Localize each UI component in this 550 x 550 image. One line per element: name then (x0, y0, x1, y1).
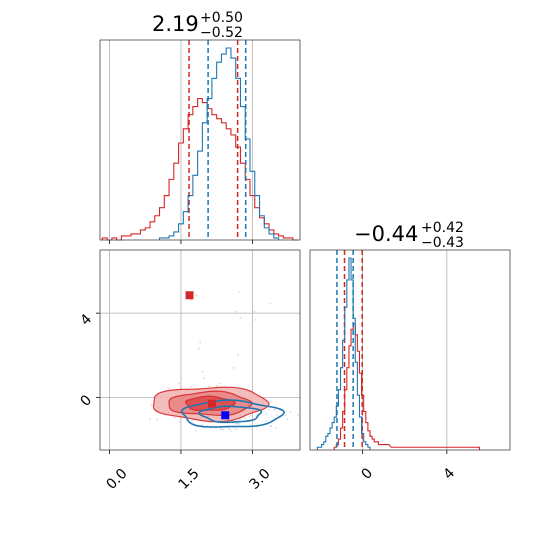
sample-point (269, 302, 272, 305)
sample-point (235, 428, 237, 431)
sample-point (174, 416, 176, 419)
sample-point (185, 419, 188, 422)
sample-point (284, 414, 287, 417)
y-tick-label: 4 (78, 311, 96, 329)
sample-point (237, 422, 240, 425)
sample-point (238, 291, 241, 294)
histogram-series (333, 323, 481, 450)
title-param2: −0.44 +0.42 −0.43 (354, 220, 464, 251)
sample-point (201, 370, 204, 373)
sample-point (208, 385, 211, 388)
sample-point (265, 420, 267, 422)
sample-point (194, 429, 197, 432)
sample-point (254, 318, 257, 321)
sample-point (276, 414, 279, 417)
x-tick-label: 1.5 (176, 466, 203, 493)
sample-point (189, 385, 192, 388)
title-param1-median: 2.19 (152, 12, 199, 36)
sample-point (239, 316, 242, 319)
sample-point (253, 310, 256, 313)
sample-point (168, 387, 171, 390)
x-tick-label: 3.0 (247, 466, 274, 493)
blue-contour (180, 399, 286, 428)
sample-point (156, 418, 159, 421)
sample-point (229, 429, 232, 432)
sample-point (178, 382, 181, 385)
title-param1: 2.19 +0.50 −0.52 (152, 10, 243, 41)
x-tick-label: 0.0 (104, 466, 131, 493)
title-param1-minus: −0.52 (200, 25, 243, 41)
sample-point (239, 418, 242, 421)
sample-point (149, 418, 151, 421)
sample-point (199, 341, 202, 344)
blue-contour (197, 405, 263, 424)
title-param2-median: −0.44 (354, 222, 418, 246)
title-param1-plus: +0.50 (200, 10, 243, 26)
sample-point (268, 408, 270, 411)
sample-point (244, 416, 247, 419)
truth-marker (207, 399, 216, 408)
histogram-series (158, 47, 280, 240)
histogram-panel-param2 (309, 249, 511, 454)
y-tick-label: 0 (78, 392, 96, 410)
sample-point (289, 411, 292, 413)
title-param2-plus: +0.42 (421, 220, 464, 236)
sample-point (296, 413, 299, 416)
sample-point (150, 403, 153, 406)
sample-point (218, 382, 221, 385)
sample-point (274, 427, 277, 430)
sample-point (198, 347, 200, 350)
axes-frame (99, 39, 301, 241)
sample-point (235, 310, 237, 313)
x-tick-label: 4 (441, 465, 459, 483)
sample-point (228, 427, 231, 430)
truth-marker (221, 411, 230, 420)
sample-point (195, 294, 198, 297)
sample-point (265, 412, 267, 415)
sample-point (222, 428, 225, 431)
sample-point (286, 418, 289, 420)
histogram-series (316, 257, 371, 450)
histogram-panel-param1 (99, 39, 301, 244)
scatter-contour-panel (96, 249, 301, 454)
title-param2-minus: −0.43 (421, 235, 464, 251)
sample-point (248, 416, 251, 419)
x-tick-label: 0 (359, 465, 377, 483)
sample-point (273, 408, 276, 411)
sample-point (232, 367, 235, 369)
sample-point (201, 424, 203, 426)
sample-point (190, 298, 193, 301)
sample-point (202, 377, 205, 380)
sample-point (270, 425, 273, 427)
axes-frame (99, 249, 301, 451)
sample-point (178, 421, 181, 424)
sample-point (215, 384, 218, 387)
truth-marker (185, 291, 194, 300)
axes-frame (309, 249, 511, 451)
sample-point (235, 422, 238, 425)
sample-point (237, 353, 240, 356)
sample-point (238, 423, 241, 425)
histogram-series (101, 97, 298, 241)
sample-point (219, 427, 222, 430)
sample-point (249, 414, 252, 417)
sample-point (237, 418, 240, 421)
